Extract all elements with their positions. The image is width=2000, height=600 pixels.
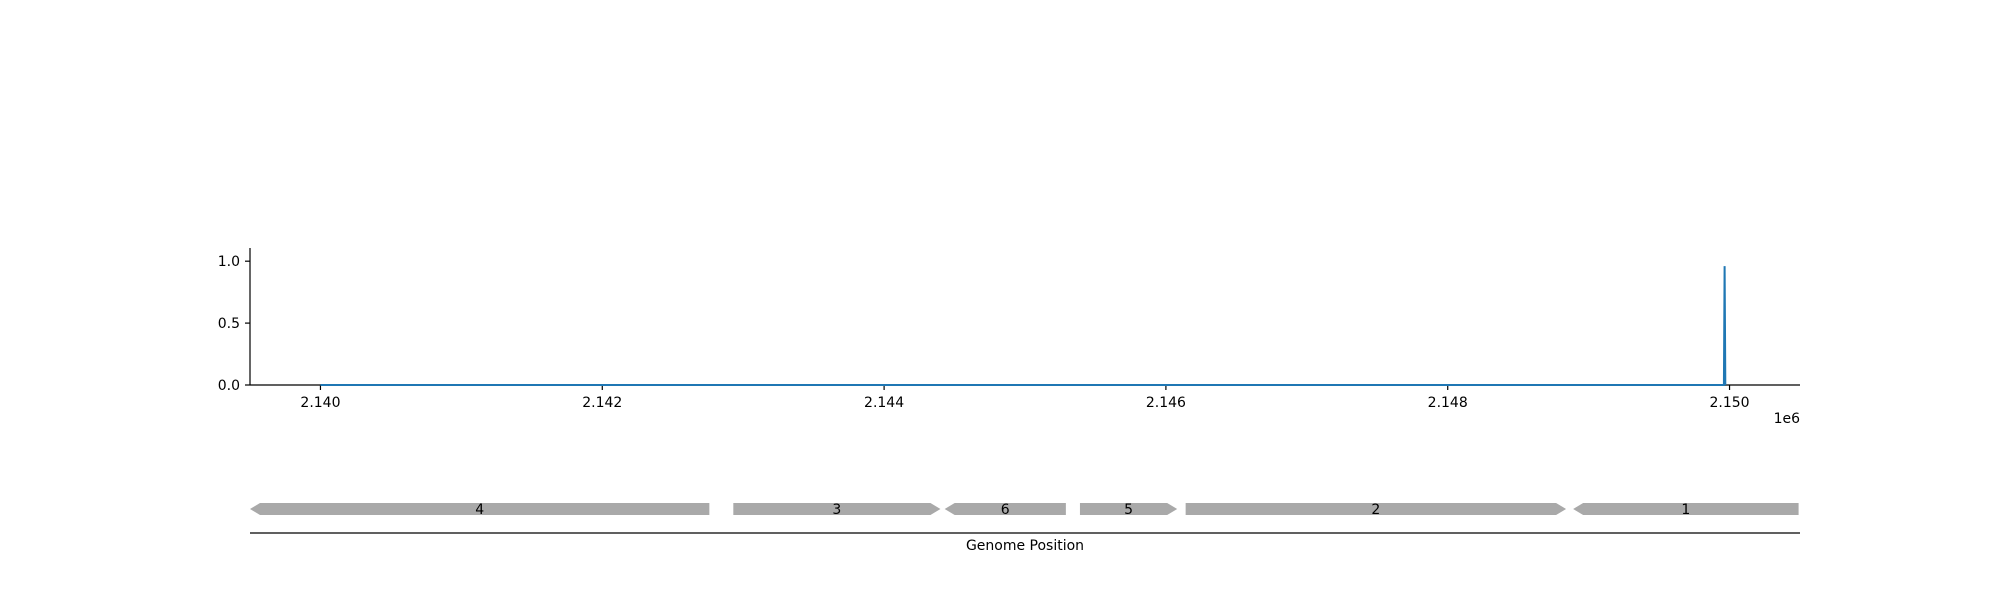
x-tick-label: 2.148 <box>1428 395 1468 411</box>
gene-arrow <box>1573 503 1799 515</box>
gene-label: 1 <box>1681 502 1690 518</box>
genes-layer: 4 3 6 5 2 1 <box>250 502 1799 518</box>
x-axis-title: Genome Position <box>966 538 1084 554</box>
gene-label: 2 <box>1371 502 1380 518</box>
x-offset-label: 1e6 <box>1774 411 1801 427</box>
gene-label: 5 <box>1124 502 1133 518</box>
gene-arrow <box>250 503 710 515</box>
y-tick-label: 1.0 <box>218 254 240 270</box>
coverage-plot: 0.0 0.5 1.0 2.140 2.142 2.144 2.146 2.148 2.150… <box>218 248 1800 427</box>
x-tick-label: 2.144 <box>864 395 904 411</box>
gene-label: 3 <box>832 502 841 518</box>
y-tick-label: 0.0 <box>218 378 240 394</box>
gene-arrow <box>733 503 941 515</box>
x-tick-label: 2.142 <box>582 395 622 411</box>
series-layer <box>320 266 1727 386</box>
y-ticks: 0.0 0.5 1.0 <box>218 254 250 394</box>
x-ticks: 2.140 2.142 2.144 2.146 2.148 2.150 <box>300 385 1750 411</box>
gene-label: 4 <box>475 502 484 518</box>
gene-arrow <box>944 503 1066 515</box>
y-tick-label: 0.5 <box>218 316 240 332</box>
x-tick-label: 2.140 <box>300 395 340 411</box>
gene-arrow <box>1079 503 1178 515</box>
gene-label: 6 <box>1001 502 1010 518</box>
gene-track: 4 3 6 5 2 1 Genome Position <box>250 502 1800 554</box>
coverage-series-line <box>320 266 1727 386</box>
x-tick-label: 2.146 <box>1146 395 1186 411</box>
x-tick-label: 2.150 <box>1709 395 1749 411</box>
gene-arrow <box>1185 503 1567 515</box>
